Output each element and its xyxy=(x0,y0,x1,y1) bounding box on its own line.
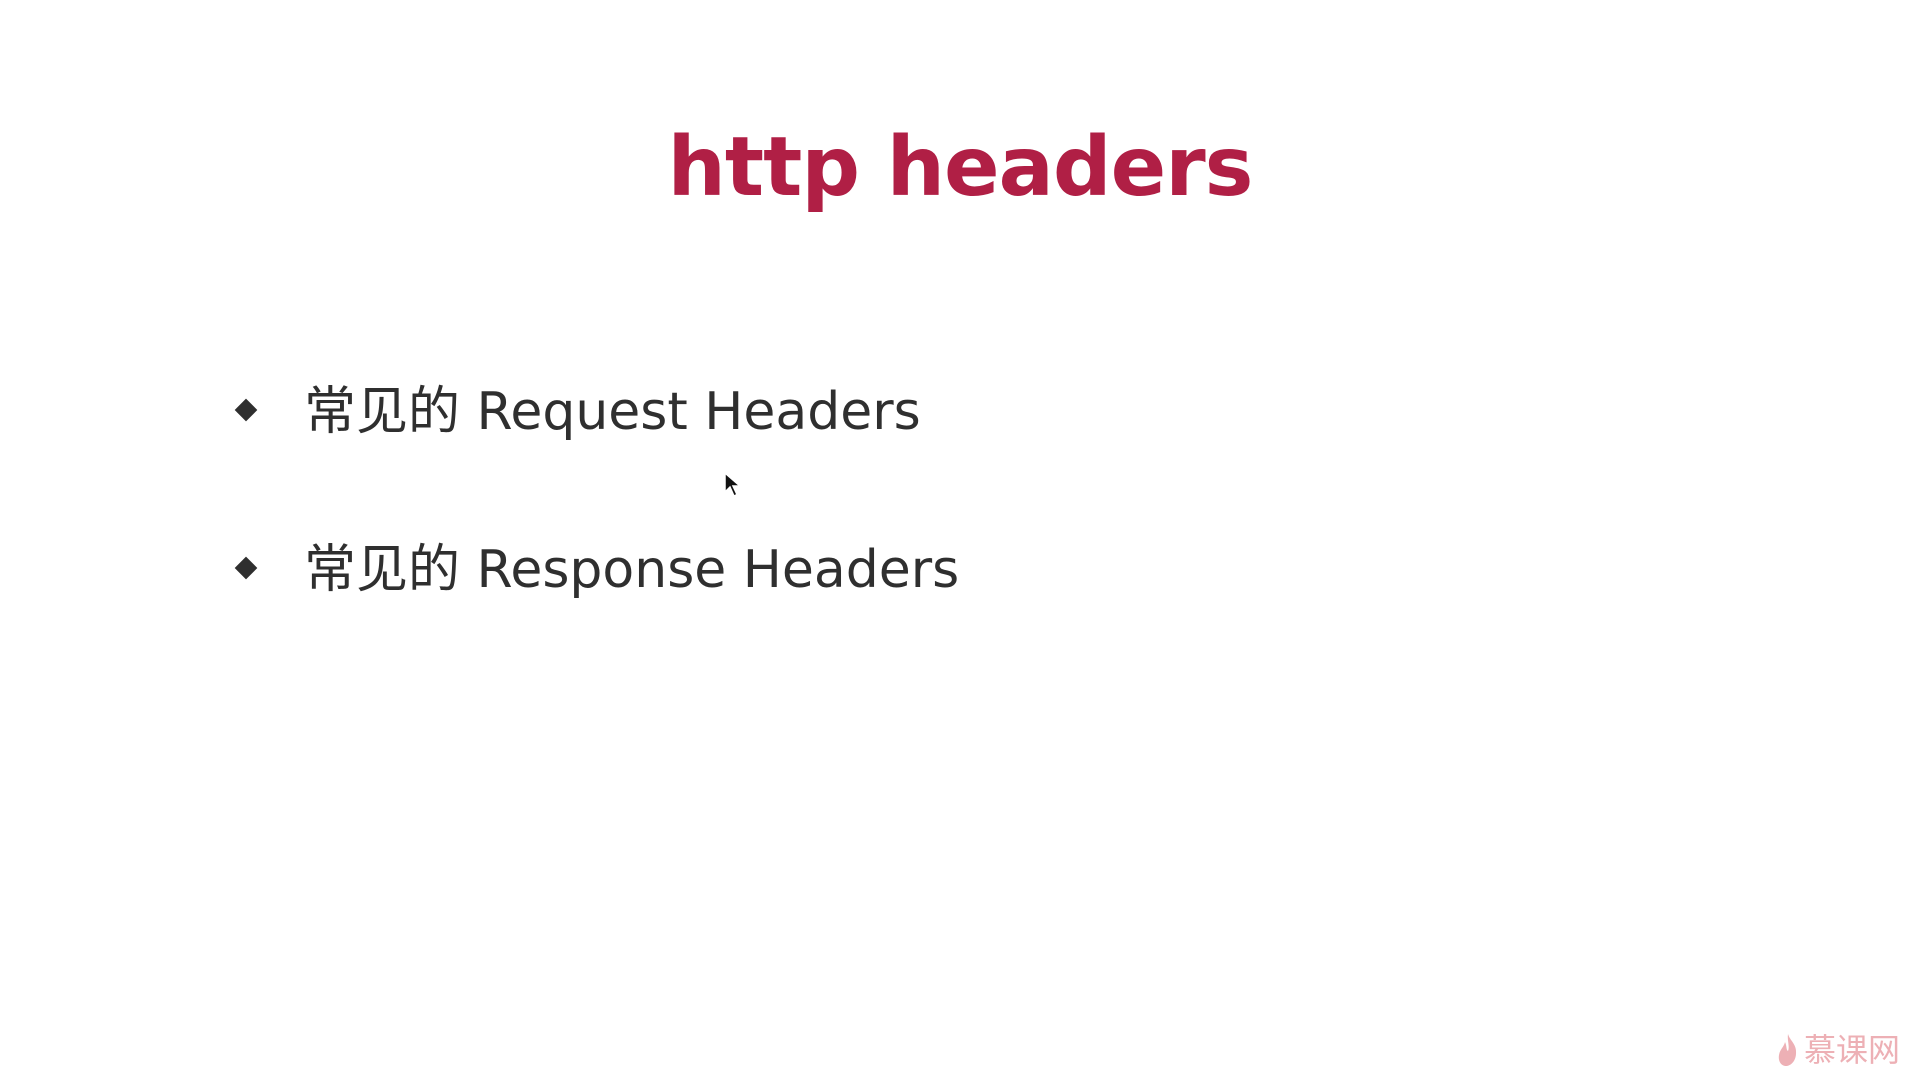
mouse-cursor-icon xyxy=(724,472,742,498)
bullet-text: 常见的 Request Headers xyxy=(304,382,921,442)
watermark: 慕课网 xyxy=(1776,1030,1900,1070)
flame-icon xyxy=(1778,1034,1797,1066)
bullet-text: 常见的 Response Headers xyxy=(304,540,960,600)
diamond-bullet-icon xyxy=(234,398,258,422)
slide-title: http headers xyxy=(667,120,1254,215)
diamond-bullet-icon xyxy=(234,556,258,580)
watermark-text: 慕课网 xyxy=(1803,1031,1900,1069)
